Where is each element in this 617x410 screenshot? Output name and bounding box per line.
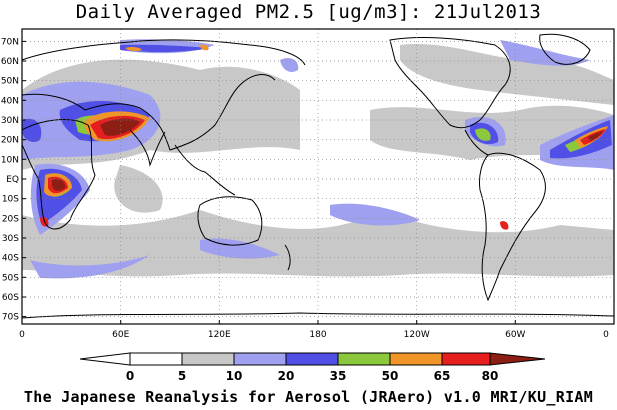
y-axis: 70N 60N 50N 40N 30N 20N 10N EQ 10S 20S 3…: [1, 37, 26, 323]
colorbar-label: 35: [330, 369, 347, 383]
y-tick-label: 20N: [1, 136, 19, 146]
colorbar-label: 0: [126, 369, 134, 383]
colorbar-label: 10: [226, 369, 243, 383]
colorbar-label: 80: [482, 369, 499, 383]
y-tick-label: 40S: [2, 254, 19, 264]
map-footer-credit: The Japanese Reanalysis for Aerosol (JRA…: [23, 388, 594, 406]
x-tick-label: 0: [19, 330, 25, 340]
x-tick-label: 180: [309, 330, 326, 340]
y-tick-label: 30S: [2, 234, 19, 244]
y-tick-label: 20S: [2, 214, 19, 224]
x-tick-label: 60W: [505, 330, 525, 340]
y-tick-label: 50N: [1, 77, 19, 87]
colorbar-label: 20: [278, 369, 295, 383]
y-tick-label: 30N: [1, 116, 19, 126]
colorbar-swatch: [389, 352, 443, 366]
x-axis: 0 60E 120E 180 120W 60W 0: [19, 320, 615, 340]
colorbar-extend-high: [489, 352, 546, 366]
y-tick-label: 60S: [2, 293, 19, 303]
colorbar-extend-low: [79, 352, 131, 366]
y-tick-label: 70N: [1, 37, 19, 47]
x-tick-label: 60E: [112, 330, 129, 340]
colorbar: 0 5 10 20 35 50 65 80: [79, 352, 546, 383]
colorbar-swatch: [129, 352, 183, 366]
y-tick-label: 10S: [2, 195, 19, 205]
map-title: Daily Averaged PM2.5 [ug/m3]: 21Jul2013: [75, 1, 542, 23]
y-tick-label: 10N: [1, 155, 19, 165]
y-tick-label: 40N: [1, 96, 19, 106]
colorbar-label: 5: [178, 369, 186, 383]
y-tick-label: 50S: [2, 273, 19, 283]
colorbar-swatch: [181, 352, 235, 366]
colorbar-swatch: [441, 352, 491, 366]
colorbar-swatch: [337, 352, 391, 366]
colorbar-swatch: [233, 352, 287, 366]
x-tick-label: 120W: [404, 330, 430, 340]
x-tick-label: 0: [603, 330, 609, 340]
y-tick-label: EQ: [6, 175, 19, 185]
y-tick-label: 70S: [2, 313, 19, 323]
coastlines: [21, 33, 615, 319]
graticule: [22, 29, 614, 324]
x-tick-label: 120E: [208, 330, 231, 340]
colorbar-label: 65: [434, 369, 451, 383]
pm25-field: [22, 39, 614, 279]
colorbar-label: 50: [382, 369, 399, 383]
y-tick-label: 60N: [1, 57, 19, 67]
colorbar-swatch: [285, 352, 339, 366]
